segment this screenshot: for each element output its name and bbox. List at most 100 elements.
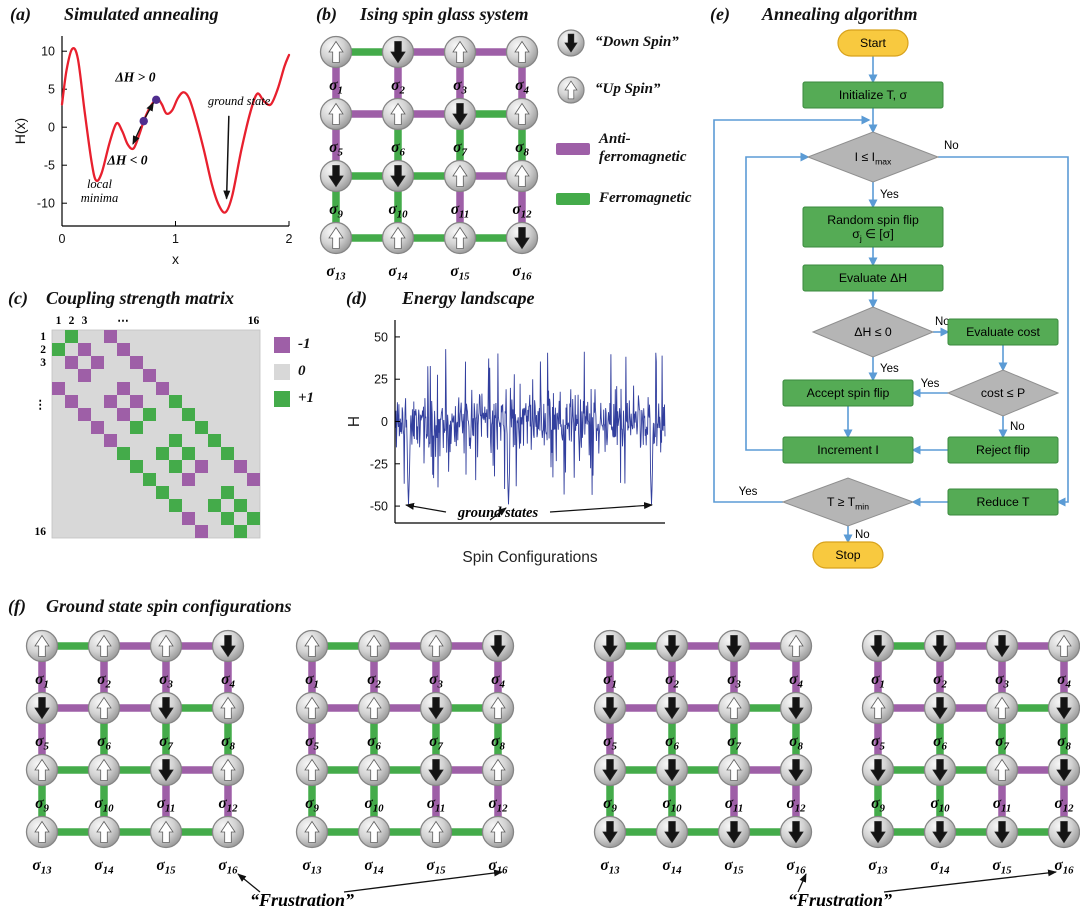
flow-edge-label: Yes: [921, 378, 940, 390]
up-arrow-icon: [726, 758, 742, 781]
flow-arrow: [745, 152, 810, 451]
up-arrow-icon: [490, 820, 506, 843]
down-arrow-icon: [788, 821, 804, 844]
spin-node: [1047, 691, 1080, 725]
matrix-top-tick: 1: [56, 315, 62, 327]
legend-ferromagnetic: Ferromagnetic: [556, 190, 706, 208]
spin-node: [419, 815, 453, 849]
spin-label: σ8​: [1057, 733, 1071, 753]
spin-label: σ12​: [512, 201, 532, 221]
x-tick-label: 1: [172, 232, 179, 246]
spin-label: σ6​: [665, 733, 679, 753]
spin-label: σ6​: [391, 139, 405, 159]
spin-node: [481, 691, 515, 725]
spin-label: σ7​: [159, 733, 173, 753]
spin-label: σ10​: [930, 795, 950, 815]
ground-states-arrow-right: [549, 502, 653, 513]
flow-edge-label: No: [935, 316, 950, 328]
spin-node: [419, 629, 453, 663]
matrix-cell: [130, 395, 143, 408]
matrix-legend-pos: +1: [274, 390, 314, 407]
matrix-cell: [234, 460, 247, 473]
spin-node: [985, 629, 1019, 663]
matrix-cell: [117, 408, 130, 421]
matrix-cell: [156, 447, 169, 460]
spin-label: σ3​: [159, 671, 173, 691]
spin-node: [481, 753, 515, 787]
spin-label: σ14​: [930, 857, 950, 877]
spin-label: σ8​: [789, 733, 803, 753]
spin-node: [593, 815, 627, 849]
up-arrow-icon: [428, 634, 444, 657]
spin-node: [779, 815, 813, 849]
up-arrow-icon: [994, 696, 1010, 719]
up-arrow-icon: [96, 758, 112, 781]
energy-curve: [60, 47, 291, 214]
ground-state-arrow: [223, 115, 231, 200]
down-spin-icon: [557, 29, 585, 57]
spin-node: [481, 815, 515, 849]
flow-node-label: Random spin flip σj ∈ [σ]: [827, 213, 919, 244]
frustration-label-right: “Frustration”: [788, 890, 892, 910]
spin-label: σ1​: [35, 671, 49, 691]
spin-node: [295, 629, 329, 663]
flow-node-eval-dh: Evaluate ΔH: [802, 264, 944, 292]
spin-node: [357, 753, 391, 787]
frustration-arrow: [237, 873, 261, 893]
spin-node: [717, 691, 751, 725]
up-arrow-icon: [96, 696, 112, 719]
delta-h-positive-label: ΔH > 0: [114, 70, 155, 85]
matrix-cell: [78, 408, 91, 421]
legend-up-spin: “Up Spin”: [556, 75, 706, 105]
matrix-cell: [156, 486, 169, 499]
spin-label: σ8​: [491, 733, 505, 753]
flow-node-label: Reduce T: [976, 495, 1030, 509]
antiferromagnetic-label: Anti- ferromagnetic: [599, 131, 687, 165]
up-arrow-icon: [366, 634, 382, 657]
up-arrow-icon: [490, 758, 506, 781]
flow-edge-label: No: [944, 140, 959, 152]
state-dot: [152, 95, 161, 105]
spin-label: σ11​: [993, 795, 1012, 815]
matrix-cell: [182, 473, 195, 486]
spin-node: [25, 691, 59, 725]
down-arrow-icon: [34, 697, 50, 720]
spin-label: σ7​: [995, 733, 1009, 753]
up-arrow-icon: [490, 696, 506, 719]
up-arrow-icon: [304, 820, 320, 843]
flow-edge-label: Yes: [880, 363, 899, 375]
matrix-cell: [143, 369, 156, 382]
spin-node: [211, 691, 245, 725]
frustration-overlay: “Frustration” “Frustration”: [237, 869, 1057, 910]
up-arrow-icon: [366, 820, 382, 843]
spin-node: [87, 815, 121, 849]
spin-label: σ2​: [665, 671, 679, 691]
down-arrow-icon: [490, 635, 506, 658]
matrix-cell: [65, 330, 78, 343]
spin-node: [505, 221, 539, 255]
matrix-cell: [65, 356, 78, 369]
spin-node: [295, 753, 329, 787]
spin-label: σ7​: [727, 733, 741, 753]
flow-node-start: Start: [837, 29, 909, 57]
spin-label: σ8​: [221, 733, 235, 753]
flow-node-label: Stop: [835, 548, 860, 562]
terminal-shape: [837, 29, 909, 57]
lattice-edges: [874, 642, 1068, 836]
up-arrow-icon: [870, 696, 886, 719]
simulated-annealing-plot: 0 1 2 -10 -5 0 5 10 x H(x) ΔH > 0 ΔH < 0 ground stat…: [12, 36, 293, 267]
down-arrow-icon: [994, 821, 1010, 844]
spin-label: σ9​: [603, 795, 617, 815]
spin-node: [861, 629, 895, 663]
flow-node-cond-iter: I ≤ Imax​: [806, 131, 940, 183]
spin-node: [149, 629, 183, 663]
down-arrow-icon: [602, 697, 618, 720]
ground-states-arrow-left: [405, 502, 447, 513]
y-tick-label: -25: [370, 457, 388, 471]
down-arrow-icon: [390, 41, 406, 64]
spin-node: [87, 753, 121, 787]
spin-node: [861, 815, 895, 849]
flow-node-stop: Stop: [812, 541, 884, 569]
spin-label: σ12​: [1054, 795, 1074, 815]
